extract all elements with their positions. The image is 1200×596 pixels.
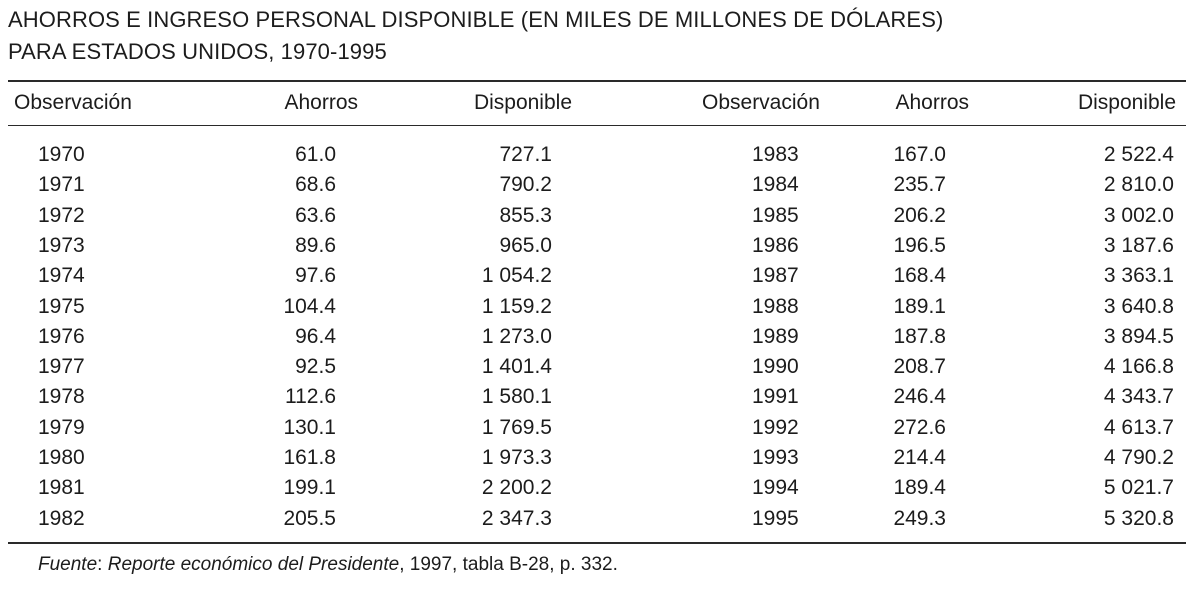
cell-disponible: 1 769.5 bbox=[481, 415, 552, 439]
cell-year: 1984 bbox=[752, 173, 799, 197]
cell-ahorros: 246.4 bbox=[893, 385, 946, 409]
cell-year: 1982 bbox=[38, 506, 85, 530]
cell-disponible: 855.3 bbox=[499, 203, 552, 227]
cell-ahorros: 189.4 bbox=[893, 476, 946, 500]
cell-year: 1991 bbox=[752, 385, 799, 409]
cell-year: 1974 bbox=[38, 264, 85, 288]
column-header-disponible-right: Disponible bbox=[1077, 91, 1176, 114]
cell-ahorros: 68.6 bbox=[295, 173, 336, 197]
cell-disponible: 5 021.7 bbox=[1103, 476, 1174, 500]
cell-year: 1971 bbox=[38, 173, 85, 197]
cell-disponible: 3 363.1 bbox=[1103, 264, 1174, 288]
cell-ahorros: 167.0 bbox=[893, 143, 946, 166]
cell-year: 1992 bbox=[752, 415, 799, 439]
cell-disponible: 4 613.7 bbox=[1103, 415, 1174, 439]
cell-year: 1976 bbox=[38, 324, 85, 348]
cell-disponible: 2 200.2 bbox=[481, 476, 552, 500]
cell-year: 1988 bbox=[752, 294, 799, 318]
source-note: Fuente: Reporte económico del Presidente… bbox=[38, 552, 618, 578]
cell-disponible: 4 166.8 bbox=[1103, 355, 1174, 379]
cell-year: 1981 bbox=[38, 476, 85, 500]
cell-disponible: 4 790.2 bbox=[1103, 446, 1174, 469]
cell-ahorros: 196.5 bbox=[893, 233, 946, 257]
cell-year: 1987 bbox=[752, 264, 799, 288]
cell-disponible: 790.2 bbox=[499, 173, 552, 197]
cell-year: 1990 bbox=[752, 355, 799, 379]
cell-disponible: 1 973.3 bbox=[481, 446, 552, 469]
cell-disponible: 4 343.7 bbox=[1103, 385, 1174, 409]
cell-year: 1993 bbox=[752, 446, 799, 469]
cell-year: 1983 bbox=[752, 143, 799, 166]
cell-year: 1975 bbox=[38, 294, 85, 318]
cell-ahorros: 89.6 bbox=[295, 233, 336, 257]
cell-ahorros: 206.2 bbox=[893, 203, 946, 227]
cell-disponible: 2 347.3 bbox=[481, 506, 552, 530]
column-header-ahorros-left: Ahorros bbox=[284, 91, 358, 114]
cell-year: 1970 bbox=[38, 143, 85, 166]
header-rule bbox=[8, 125, 1186, 126]
cell-disponible: 1 054.2 bbox=[481, 264, 552, 288]
cell-disponible: 3 640.8 bbox=[1103, 294, 1174, 318]
column-header-observacion-right: Observación bbox=[702, 91, 820, 114]
cell-ahorros: 161.8 bbox=[283, 446, 336, 469]
cell-disponible: 1 401.4 bbox=[481, 355, 552, 379]
source-publication: Reporte económico del Presidente bbox=[107, 554, 400, 575]
cell-disponible: 5 320.8 bbox=[1103, 506, 1174, 530]
cell-ahorros: 205.5 bbox=[283, 506, 336, 530]
cell-disponible: 1 580.1 bbox=[481, 385, 552, 409]
cell-ahorros: 168.4 bbox=[893, 264, 946, 288]
cell-ahorros: 92.5 bbox=[295, 355, 336, 379]
cell-year: 1986 bbox=[752, 233, 799, 257]
cell-year: 1985 bbox=[752, 203, 799, 227]
cell-disponible: 1 273.0 bbox=[481, 324, 552, 348]
cell-year: 1980 bbox=[38, 446, 85, 469]
title-line-2: PARA ESTADOS UNIDOS, 1970-1995 bbox=[8, 39, 387, 64]
cell-ahorros: 235.7 bbox=[893, 173, 946, 197]
column-header-ahorros-right: Ahorros bbox=[895, 91, 969, 114]
cell-disponible: 965.0 bbox=[499, 233, 552, 257]
cell-ahorros: 214.4 bbox=[893, 446, 946, 469]
source-detail: , 1997, tabla B-28, p. 332. bbox=[399, 554, 618, 575]
cell-disponible: 3 002.0 bbox=[1103, 203, 1174, 227]
cell-year: 1978 bbox=[38, 385, 85, 409]
cell-ahorros: 63.6 bbox=[295, 203, 336, 227]
cell-ahorros: 112.6 bbox=[285, 385, 336, 409]
cell-year: 1995 bbox=[752, 506, 799, 530]
cell-ahorros: 96.4 bbox=[295, 324, 336, 348]
cell-ahorros: 272.6 bbox=[893, 415, 946, 439]
column-header-observacion-left: Observación bbox=[14, 91, 132, 114]
source-label: Fuente bbox=[38, 554, 98, 575]
cell-disponible: 3 894.5 bbox=[1103, 324, 1174, 348]
cell-disponible: 3 187.6 bbox=[1103, 233, 1174, 257]
cell-ahorros: 189.1 bbox=[893, 294, 946, 318]
cell-disponible: 727.1 bbox=[499, 143, 552, 166]
title-line-1: AHORROS E INGRESO PERSONAL DISPONIBLE (E… bbox=[8, 7, 944, 32]
bottom-rule bbox=[8, 542, 1186, 544]
cell-ahorros: 130.1 bbox=[283, 415, 336, 439]
cell-disponible: 2 810.0 bbox=[1103, 173, 1174, 197]
column-header-disponible-left: Disponible bbox=[473, 91, 572, 114]
cell-disponible: 1 159.2 bbox=[481, 294, 552, 318]
cell-ahorros: 97.6 bbox=[295, 264, 336, 288]
cell-ahorros: 61.0 bbox=[295, 143, 336, 166]
cell-year: 1989 bbox=[752, 324, 799, 348]
table-title: AHORROS E INGRESO PERSONAL DISPONIBLE (E… bbox=[8, 4, 1188, 68]
cell-year: 1994 bbox=[752, 476, 799, 500]
cell-year: 1973 bbox=[38, 233, 85, 257]
cell-ahorros: 104.4 bbox=[283, 294, 336, 318]
cell-ahorros: 249.3 bbox=[893, 506, 946, 530]
cell-disponible: 2 522.4 bbox=[1103, 143, 1174, 166]
source-separator: : bbox=[97, 554, 108, 575]
cell-year: 1977 bbox=[38, 355, 85, 379]
cell-year: 1979 bbox=[38, 415, 85, 439]
cell-ahorros: 187.8 bbox=[893, 324, 946, 348]
cell-ahorros: 208.7 bbox=[893, 355, 946, 379]
cell-ahorros: 199.1 bbox=[283, 476, 336, 500]
cell-year: 1972 bbox=[38, 203, 85, 227]
top-rule bbox=[8, 80, 1186, 82]
